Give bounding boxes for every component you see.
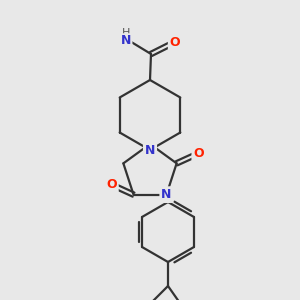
Text: H: H [122, 28, 130, 38]
Text: O: O [193, 147, 204, 160]
Text: N: N [145, 143, 155, 157]
Text: O: O [170, 35, 180, 49]
Text: N: N [161, 188, 172, 201]
Text: N: N [121, 34, 131, 47]
Text: O: O [106, 178, 117, 191]
